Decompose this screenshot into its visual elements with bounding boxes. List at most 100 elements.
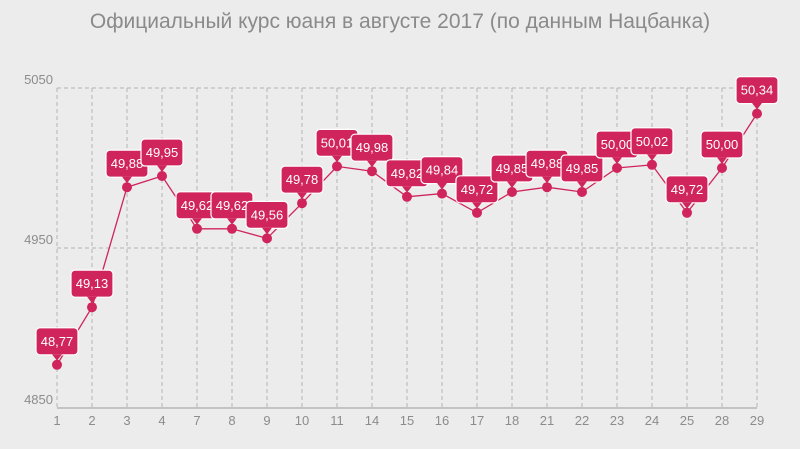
data-label-text: 49,82 bbox=[391, 166, 424, 181]
x-tick-label: 18 bbox=[505, 413, 519, 428]
x-tick-label: 23 bbox=[610, 413, 624, 428]
data-label-text: 50,34 bbox=[741, 83, 774, 98]
data-label-text: 49,62 bbox=[216, 198, 249, 213]
data-label-text: 49,72 bbox=[671, 182, 704, 197]
data-label: 49,78 bbox=[280, 165, 324, 200]
data-point bbox=[507, 187, 517, 197]
data-label-pointer bbox=[542, 176, 552, 184]
x-tick-label: 1 bbox=[53, 413, 60, 428]
y-tick-label: 4950 bbox=[24, 232, 53, 247]
data-label: 48,77 bbox=[35, 327, 79, 361]
data-label-text: 49,72 bbox=[461, 182, 494, 197]
x-tick-label: 22 bbox=[575, 413, 589, 428]
data-label: 49,84 bbox=[420, 156, 464, 190]
x-tick-label: 25 bbox=[680, 413, 694, 428]
data-label: 49,95 bbox=[140, 138, 184, 172]
data-point bbox=[87, 302, 97, 313]
data-label: 49,85 bbox=[560, 154, 604, 188]
x-tick-label: 16 bbox=[435, 413, 449, 428]
data-point bbox=[647, 159, 657, 170]
data-label-pointer bbox=[402, 186, 412, 193]
data-label: 49,88 bbox=[525, 149, 569, 184]
x-tick-label: 4 bbox=[158, 413, 165, 428]
x-tick-label: 17 bbox=[470, 413, 484, 428]
data-label-pointer bbox=[647, 154, 657, 161]
data-point bbox=[52, 359, 62, 370]
data-point bbox=[612, 163, 622, 173]
x-tick-label: 14 bbox=[365, 413, 379, 428]
data-label: 50,02 bbox=[630, 127, 674, 161]
data-label: 49,82 bbox=[385, 159, 429, 193]
data-label-text: 49,85 bbox=[496, 161, 529, 176]
data-label-text: 49,84 bbox=[426, 163, 459, 178]
data-label-pointer bbox=[612, 157, 622, 164]
data-label-pointer bbox=[752, 103, 762, 110]
data-label-text: 50,00 bbox=[601, 137, 634, 152]
data-label-text: 49,95 bbox=[146, 145, 179, 160]
data-label-text: 49,78 bbox=[286, 172, 319, 187]
data-label-text: 49,13 bbox=[76, 276, 109, 291]
x-tick-label: 24 bbox=[645, 413, 659, 428]
data-label-pointer bbox=[367, 160, 377, 168]
data-label-pointer bbox=[297, 192, 307, 200]
y-tick-label: 5050 bbox=[24, 72, 53, 87]
data-label: 49,62 bbox=[175, 191, 219, 225]
data-point bbox=[402, 191, 412, 202]
x-tick-label: 7 bbox=[193, 413, 200, 428]
data-point bbox=[367, 166, 377, 177]
data-label-pointer bbox=[507, 181, 517, 188]
data-point bbox=[227, 223, 237, 234]
x-tick-label: 3 bbox=[123, 413, 130, 428]
data-label-text: 49,85 bbox=[566, 161, 599, 176]
data-point bbox=[542, 182, 552, 193]
data-label-text: 49,56 bbox=[251, 207, 284, 222]
data-label-pointer bbox=[682, 202, 692, 209]
data-point bbox=[332, 161, 342, 172]
x-tick-label: 8 bbox=[228, 413, 235, 428]
x-tick-label: 2 bbox=[88, 413, 95, 428]
x-tick-label: 21 bbox=[540, 413, 554, 428]
data-point bbox=[262, 233, 272, 244]
data-label: 49,85 bbox=[490, 154, 534, 188]
data-label: 50,00 bbox=[595, 130, 639, 164]
data-label: 49,98 bbox=[350, 133, 394, 168]
data-point bbox=[122, 182, 132, 193]
data-label-text: 50,01 bbox=[321, 135, 354, 150]
data-label-pointer bbox=[227, 218, 237, 225]
data-point bbox=[297, 198, 307, 209]
data-label-pointer bbox=[52, 354, 62, 361]
data-point bbox=[472, 207, 482, 218]
chart-title: Официальный курс юаня в августе 2017 (по… bbox=[89, 10, 711, 33]
data-point bbox=[682, 207, 692, 218]
data-label: 50,00 bbox=[700, 130, 744, 164]
data-label-text: 49,88 bbox=[111, 156, 144, 171]
data-label: 49,56 bbox=[245, 200, 289, 235]
data-label-pointer bbox=[472, 202, 482, 209]
data-label: 49,13 bbox=[70, 269, 114, 304]
x-tick-label: 28 bbox=[715, 413, 729, 428]
data-label-text: 49,88 bbox=[531, 156, 564, 171]
data-label-text: 50,00 bbox=[706, 137, 739, 152]
data-label-pointer bbox=[87, 296, 97, 304]
data-point bbox=[577, 187, 587, 197]
data-label-pointer bbox=[192, 218, 202, 225]
data-point bbox=[437, 188, 447, 199]
data-label: 49,72 bbox=[455, 175, 499, 209]
data-label: 50,34 bbox=[735, 75, 779, 110]
data-label-text: 50,02 bbox=[636, 134, 669, 149]
x-tick-label: 10 bbox=[295, 413, 309, 428]
data-label-pointer bbox=[717, 157, 727, 164]
data-label-pointer bbox=[122, 176, 132, 184]
data-label-pointer bbox=[577, 181, 587, 188]
data-label-text: 49,62 bbox=[181, 198, 214, 213]
x-tick-label: 29 bbox=[750, 413, 764, 428]
data-point bbox=[192, 223, 202, 234]
data-point bbox=[752, 108, 762, 119]
x-tick-label: 15 bbox=[400, 413, 414, 428]
data-label-pointer bbox=[262, 227, 272, 235]
data-label-text: 49,98 bbox=[356, 140, 389, 155]
y-tick-label: 4850 bbox=[24, 392, 53, 407]
data-point bbox=[717, 163, 727, 173]
